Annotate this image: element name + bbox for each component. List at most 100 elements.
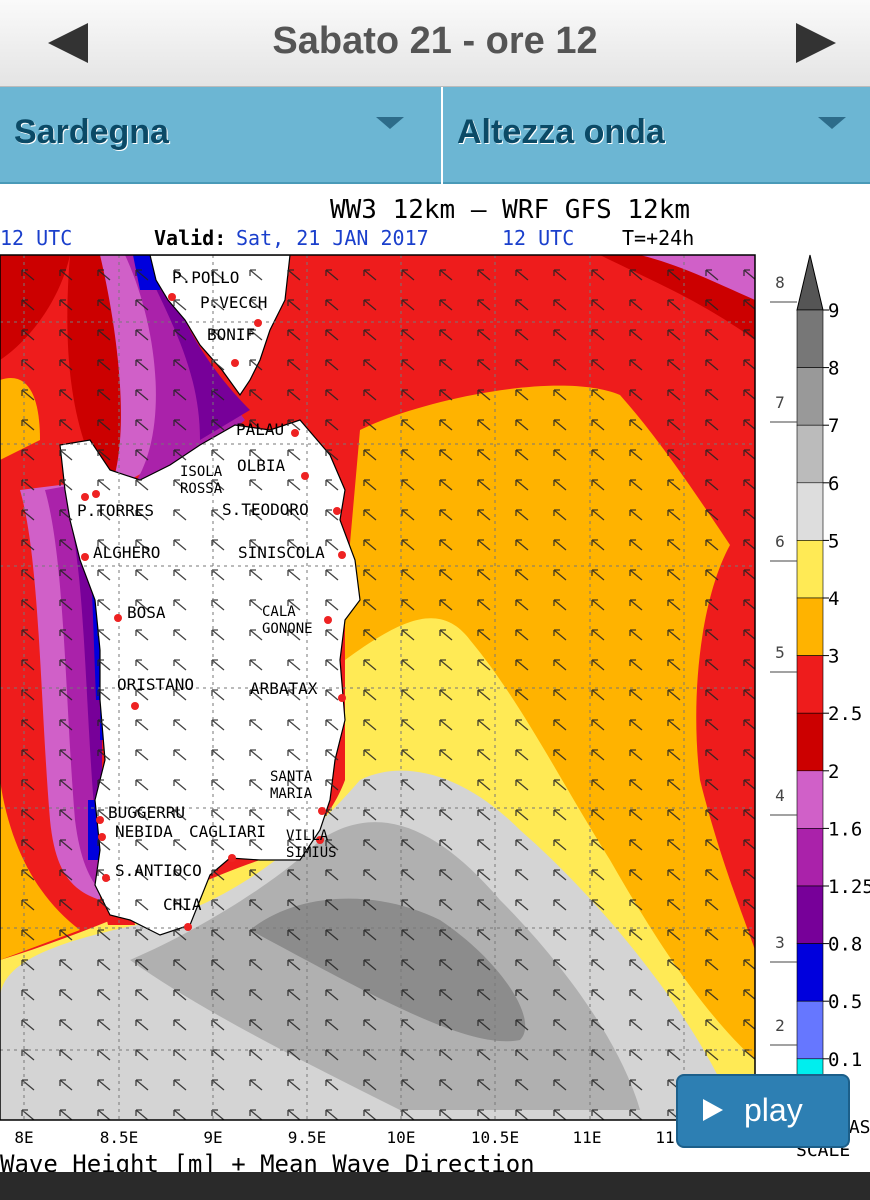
- forecast-step: T=+24h: [622, 226, 694, 250]
- place-dot: [254, 319, 262, 327]
- map-caption: Wave Height [m] + Mean Wave Direction: [0, 1150, 535, 1174]
- place-dot: [92, 490, 100, 498]
- place-label: MARIA: [270, 786, 313, 802]
- x-axis-label: 9.5E: [288, 1128, 327, 1147]
- date-title: Sabato 21 - ore 12: [272, 20, 598, 62]
- place-label: S.ANTIOCO: [115, 861, 202, 880]
- variable-select[interactable]: Altezza onda: [443, 87, 870, 184]
- left-scale-label: 4: [775, 786, 785, 805]
- place-label: ORISTANO: [117, 675, 194, 694]
- place-label: P.POLLO: [172, 268, 239, 287]
- scale-swatch: [796, 1000, 824, 1060]
- map-title: WW3 12km – WRF GFS 12km: [330, 195, 690, 225]
- place-dot: [324, 616, 332, 624]
- x-axis-label: 10E: [387, 1128, 416, 1147]
- scale-swatch: [796, 828, 824, 887]
- region-select[interactable]: Sardegna: [0, 87, 441, 184]
- variable-label: Altezza onda: [457, 113, 665, 151]
- place-label: GONONE: [262, 621, 313, 637]
- valid-time: 12 UTC: [502, 226, 574, 250]
- scale-swatch: [796, 309, 824, 368]
- place-label: VILLA: [286, 828, 329, 844]
- place-dot: [81, 553, 89, 561]
- left-scale-label: 8: [775, 273, 785, 292]
- system-nav-bar: [0, 1172, 870, 1200]
- valid-label: Valid:: [154, 226, 226, 250]
- top-bar: Sabato 21 - ore 12: [0, 0, 870, 87]
- place-dot: [98, 833, 106, 841]
- scale-label: 0.1: [828, 1049, 862, 1071]
- place-label: SINISCOLA: [238, 543, 325, 562]
- place-label: ARBATAX: [250, 679, 318, 698]
- scale-label: 8: [828, 358, 839, 380]
- x-axis-label: 8.5E: [100, 1128, 139, 1147]
- arrows: [48, 23, 836, 63]
- place-label: ROSSA: [180, 481, 223, 497]
- place-label: CALA: [262, 604, 296, 620]
- scale-swatch: [796, 943, 824, 1002]
- left-scale-label: 6: [775, 532, 785, 551]
- place-label: NEBIDA: [115, 822, 173, 841]
- scale-label: 0.8: [828, 934, 862, 956]
- play-button[interactable]: play: [676, 1074, 850, 1148]
- scale-label: 0.5: [828, 991, 862, 1013]
- place-dot: [291, 429, 299, 437]
- scale-label: 7: [828, 415, 839, 437]
- scale-label: 1.25: [828, 876, 870, 898]
- scale-swatch: [796, 712, 824, 772]
- place-dot: [96, 816, 104, 824]
- scale-swatch: [796, 885, 824, 944]
- scale-swatch: [796, 482, 824, 541]
- scale-label: 3: [828, 646, 839, 668]
- place-dot: [333, 507, 341, 515]
- place-label: SANTA: [270, 769, 313, 785]
- place-dot: [318, 807, 326, 815]
- place-label: SIMIUS: [286, 845, 337, 861]
- valid-date: Sat, 21 JAN 2017: [236, 226, 429, 250]
- place-dot: [301, 472, 309, 480]
- scale-label: 2.5: [828, 703, 862, 725]
- scale-label: 6: [828, 473, 839, 495]
- place-dot: [228, 854, 236, 862]
- place-dot: [131, 702, 139, 710]
- place-dot: [168, 293, 176, 301]
- place-label: ALGHERO: [93, 543, 160, 562]
- place-dot: [338, 551, 346, 559]
- place-label: BUGGERRU: [108, 803, 185, 822]
- scale-swatch: [796, 597, 824, 656]
- place-label: P.TORRES: [77, 501, 154, 520]
- run-label: 12 UTC: [0, 226, 72, 250]
- x-axis-label: 11: [655, 1128, 674, 1147]
- x-axis-label: 10.5E: [471, 1128, 519, 1147]
- left-scale-label: 2: [775, 1016, 785, 1035]
- place-dot: [316, 836, 324, 844]
- place-label: OLBIA: [237, 456, 286, 475]
- place-dot: [338, 694, 346, 702]
- x-axis-label: 11E: [573, 1128, 602, 1147]
- scale-swatch: [796, 655, 824, 714]
- scale-swatch: [796, 770, 824, 829]
- place-label: CHIA: [163, 895, 202, 914]
- place-label: CAGLIARI: [189, 822, 266, 841]
- scale-label: 4: [828, 588, 839, 610]
- scale-swatch: [796, 367, 824, 426]
- prev-arrow[interactable]: [48, 23, 88, 63]
- place-dot: [231, 359, 239, 367]
- left-scale-label: 3: [775, 933, 785, 952]
- place-dot: [81, 493, 89, 501]
- place-label: BONIF: [207, 325, 255, 344]
- play-label: play: [744, 1092, 803, 1128]
- place-label: S.TEODORO: [222, 500, 309, 519]
- place-label: PALAU: [236, 420, 284, 439]
- next-arrow[interactable]: [796, 23, 836, 63]
- scale-swatch: [796, 424, 824, 484]
- scale-label: 9: [828, 300, 839, 322]
- wave-field: [0, 255, 755, 1120]
- place-dot: [184, 923, 192, 931]
- scale-label: 1.6: [828, 818, 862, 840]
- x-axis-label: 9E: [203, 1128, 222, 1147]
- place-dot: [102, 874, 110, 882]
- left-scale-label: 5: [775, 643, 785, 662]
